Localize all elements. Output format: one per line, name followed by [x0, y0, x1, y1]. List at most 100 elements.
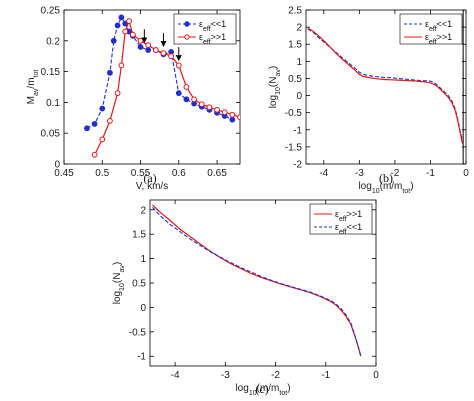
- y-tick-label: 0: [140, 303, 146, 314]
- series-line-red: [94, 19, 240, 156]
- data-point-blue: [118, 14, 125, 21]
- y-tick-label: 0: [54, 160, 60, 171]
- y-tick-label: 0.2: [46, 36, 60, 47]
- data-point-red: [175, 62, 182, 69]
- data-point-blue: [107, 69, 113, 76]
- data-point-red: [191, 96, 197, 103]
- legend-box: [399, 13, 463, 45]
- y-tick-label: -0.5: [129, 327, 147, 338]
- y-axis-label: Mav/mtot: [26, 70, 40, 105]
- y-tick-label: 1: [296, 57, 302, 68]
- legend-label: εeff>>1: [199, 32, 226, 46]
- panel-caption: (c): [255, 382, 268, 396]
- x-tick-label: 0.45: [54, 168, 74, 179]
- legend-marker-blue: [184, 21, 190, 27]
- y-tick-label: 2: [296, 23, 302, 34]
- x-tick-label: -3: [355, 168, 364, 179]
- data-point-blue: [91, 121, 98, 127]
- data-point-red: [129, 31, 136, 38]
- y-tick-label: 0.25: [41, 6, 61, 17]
- data-point-red: [91, 151, 98, 158]
- x-tick-label: 0.6: [172, 168, 186, 179]
- x-tick-label: 0.55: [131, 168, 151, 179]
- data-point-red: [114, 90, 121, 97]
- y-tick-label: 1.5: [288, 40, 302, 51]
- data-point-red: [237, 114, 240, 121]
- y-tick-label: 0.05: [41, 129, 61, 140]
- panel-caption: (b): [379, 171, 393, 185]
- y-tick-label: 1: [140, 254, 146, 265]
- series-line-red: [307, 27, 464, 144]
- legend-box: [309, 203, 373, 235]
- data-point-blue: [229, 116, 236, 123]
- legend-box: [173, 13, 237, 45]
- y-tick-label: 0.15: [41, 67, 61, 78]
- data-point-red: [198, 101, 205, 108]
- legend-label: εeff<<1: [335, 222, 362, 236]
- data-point-red: [99, 136, 106, 143]
- series-line-blue: [307, 28, 463, 141]
- data-point-red: [160, 50, 167, 57]
- data-point-blue: [84, 125, 90, 132]
- x-tick-label: 0: [463, 168, 469, 179]
- data-point-red: [126, 18, 132, 24]
- x-tick-label: -1: [321, 370, 330, 381]
- legend-marker-red: [184, 34, 190, 40]
- size-distribution-panel-c: -4 -3 -2 -1 0 -1 -0.5 0 0.5 1 1.5 2 log10(m/mtot) log…: [112, 199, 379, 397]
- data-point-red: [118, 62, 125, 69]
- panel-caption: (a): [143, 171, 156, 185]
- x-tick-label: -2: [390, 168, 399, 179]
- legend-label: εeff>>1: [425, 32, 452, 46]
- data-point-red: [229, 111, 236, 118]
- x-tick-label: -1: [426, 168, 435, 179]
- x-axis-label: log10(m/mtot): [358, 181, 413, 195]
- data-point-red: [152, 47, 159, 53]
- data-point-red: [221, 109, 228, 116]
- data-point-blue: [99, 105, 106, 112]
- x-tick-label: -2: [271, 370, 280, 381]
- y-tick-label: 0: [296, 91, 302, 102]
- data-point-red: [145, 42, 152, 49]
- x-tick-label: 0: [373, 370, 379, 381]
- legend-label: εeff<<1: [199, 19, 226, 33]
- x-axis-label: V, km/s: [136, 181, 168, 192]
- y-tick-label: -1: [137, 352, 146, 363]
- velocity-panel: 0.45 0.5 0.55 0.6 0.65 0 0.05 0.1 0.15 0.2 0.25 V, …: [26, 6, 241, 192]
- data-point-blue: [175, 90, 182, 97]
- y-tick-label: 0.1: [46, 98, 60, 109]
- data-point-red: [168, 53, 175, 60]
- legend-label: εeff>>1: [335, 209, 362, 223]
- x-tick-label: -4: [171, 370, 180, 381]
- x-tick-label: -3: [221, 370, 230, 381]
- data-layer: [152, 204, 362, 358]
- y-tick-label: -1: [293, 125, 302, 136]
- data-point-blue: [114, 22, 121, 29]
- data-point-red: [107, 117, 113, 124]
- data-point-blue: [183, 96, 190, 103]
- x-tick-label: -4: [319, 168, 328, 179]
- series-line-blue: [152, 206, 362, 358]
- y-tick-label: -1.5: [285, 142, 303, 153]
- x-tick-label: 0.65: [207, 168, 227, 179]
- y-tick-label: 0.5: [288, 74, 302, 85]
- data-point-blue: [137, 44, 144, 50]
- data-point-red: [206, 104, 213, 111]
- y-tick-label: 1.5: [132, 230, 146, 241]
- y-tick-label: 2.5: [288, 6, 302, 17]
- y-axis-label: log10(Nav): [112, 262, 126, 304]
- legend-label: εeff<<1: [425, 19, 452, 33]
- y-tick-label: -0.5: [285, 108, 303, 119]
- y-tick-label: -2: [293, 160, 302, 171]
- data-point-red: [137, 37, 144, 44]
- size-distribution-panel-b: -4 -3 -2 -1 0 -2 -1.5 -1 -0.5 0 0.5 1 1.5 2 2.5 log10(m…: [268, 6, 469, 195]
- y-tick-label: 2: [140, 205, 146, 216]
- x-tick-label: 0.5: [95, 168, 109, 179]
- y-axis-label: log10(Nav): [268, 66, 282, 108]
- x-axis-label: log10(m/mtot): [235, 383, 290, 397]
- y-tick-label: 0.5: [132, 279, 146, 290]
- data-point-blue: [145, 47, 152, 53]
